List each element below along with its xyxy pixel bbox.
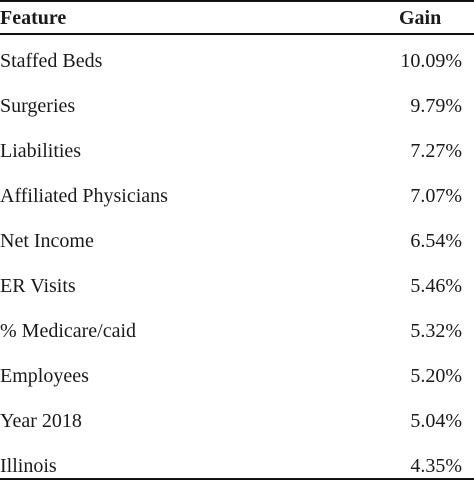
table-row: Surgeries 9.79% <box>0 85 474 130</box>
table-row: Employees 5.20% <box>0 355 474 400</box>
gain-cell: 5.04% <box>410 410 462 432</box>
gain-cell: 5.20% <box>410 365 462 387</box>
feature-column-header: Feature <box>0 7 67 29</box>
feature-cell: Liabilities <box>0 140 82 162</box>
table-row: Affiliated Physicians 7.07% <box>0 175 474 220</box>
feature-cell: Affiliated Physicians <box>0 185 168 207</box>
top-rule <box>0 0 474 2</box>
table-row: ER Visits 5.46% <box>0 265 474 310</box>
gain-column-header: Gain <box>399 7 442 29</box>
gain-cell: 7.27% <box>410 140 462 162</box>
table-body: Staffed Beds 10.09% Surgeries 9.79% Liab… <box>0 40 474 490</box>
gain-cell: 9.79% <box>410 95 462 117</box>
gain-cell: 7.07% <box>410 185 462 207</box>
feature-cell: Year 2018 <box>0 410 82 432</box>
header-rule <box>0 33 474 35</box>
feature-cell: Employees <box>0 365 89 387</box>
header-row: Feature Gain <box>0 3 474 33</box>
gain-cell: 10.09% <box>400 50 462 72</box>
table-row: Year 2018 5.04% <box>0 400 474 445</box>
table-row: % Medicare/caid 5.32% <box>0 310 474 355</box>
table-row: Staffed Beds 10.09% <box>0 40 474 85</box>
feature-cell: % Medicare/caid <box>0 320 137 342</box>
feature-cell: Illinois <box>0 455 57 477</box>
gain-cell: 5.32% <box>410 320 462 342</box>
gain-cell: 5.46% <box>410 275 462 297</box>
table-row: Illinois 4.35% <box>0 445 474 490</box>
table-row: Net Income 6.54% <box>0 220 474 265</box>
gain-cell: 4.35% <box>410 455 462 477</box>
table-row: Liabilities 7.27% <box>0 130 474 175</box>
feature-cell: Staffed Beds <box>0 50 103 72</box>
feature-cell: ER Visits <box>0 275 76 297</box>
gain-cell: 6.54% <box>410 230 462 252</box>
feature-cell: Surgeries <box>0 95 76 117</box>
feature-cell: Net Income <box>0 230 94 252</box>
bottom-rule <box>0 478 474 480</box>
